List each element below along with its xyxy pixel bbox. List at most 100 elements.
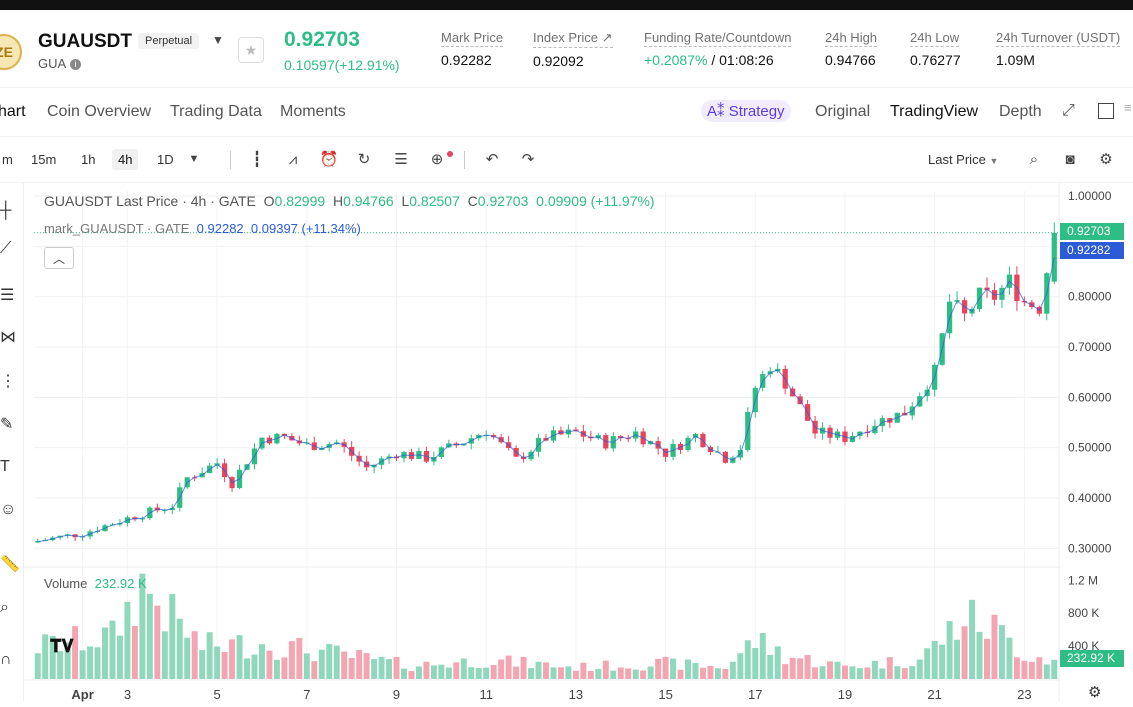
tradingview-logo-icon: 𝐓𝐕 [50, 636, 74, 656]
price-axis-label: 0.30000 [1068, 541, 1112, 555]
volume-bar [714, 668, 721, 679]
mark-price-line [37, 257, 1055, 543]
volume-bar [184, 637, 191, 679]
magnet-icon[interactable]: ∩ [0, 651, 12, 668]
settings-gear-icon[interactable]: ⚙ [1099, 151, 1113, 168]
volume-bar [273, 659, 280, 679]
volume-bar [528, 668, 535, 679]
volume-bar [841, 665, 848, 679]
stat-label[interactable]: Mark Price [441, 30, 504, 47]
volume-bar [333, 645, 340, 679]
volume-tag: 232.92 K [1060, 650, 1124, 667]
text-tool-icon[interactable]: T [0, 458, 10, 475]
pattern-icon[interactable]: ⋈ [0, 329, 16, 346]
volume-bar [378, 656, 385, 679]
brush-icon[interactable]: ✎ [0, 416, 14, 433]
ruler-icon[interactable]: 📏 [0, 556, 20, 573]
volume-bar [64, 642, 71, 679]
volume-bar [176, 618, 183, 679]
add-plus-icon[interactable]: ⊕ [430, 151, 444, 168]
volume-bar [797, 658, 804, 679]
price-axis-label: 0.50000 [1068, 441, 1112, 455]
volume-bar [856, 668, 863, 679]
chart-toolbar: m 15m 1h 4h 1D ▼ ┇ ⩘ ⏰ ↻ ☰ ⊕ ↶ ↷ Last Pr… [0, 145, 1133, 175]
ohlc-legend: GUAUSDT Last Price · 4h · GATE O0.82999 … [44, 193, 655, 209]
price-chart[interactable]: 1.000000.900000.800000.700000.600000.500… [0, 183, 1133, 702]
zoom-icon[interactable]: ⌕ [0, 599, 9, 616]
stat-value: 0.92282 [441, 52, 492, 68]
templates-icon[interactable]: ☰ [394, 151, 408, 168]
price-type-select[interactable]: Last Price ▼ [928, 152, 999, 167]
time-axis-label: 21 [927, 687, 941, 702]
scroll-indicator-icon[interactable]: ≡ [1124, 100, 1132, 115]
tab-trading-data[interactable]: Trading Data [170, 103, 262, 120]
strategy-button[interactable]: A⁑ Strategy [701, 100, 791, 122]
tab-chart[interactable]: hart [0, 103, 26, 120]
timeframe-m[interactable]: m [2, 152, 13, 167]
timeframe-1d[interactable]: 1D [157, 152, 174, 167]
price-axis-label: 0.40000 [1068, 491, 1112, 505]
tab-coin-overview[interactable]: Coin Overview [47, 103, 152, 120]
volume-bar [946, 621, 953, 679]
time-axis-label: Apr [71, 687, 93, 702]
volume-bar [490, 664, 497, 679]
chart-settings-icon[interactable]: ⚙ [1088, 684, 1102, 701]
volume-bar [191, 631, 198, 679]
volume-bar [879, 668, 886, 679]
volume-bar [969, 599, 976, 679]
price-axis-label: 0.80000 [1068, 290, 1112, 304]
symbol-name[interactable]: GUAUSDT [38, 31, 132, 52]
alert-icon[interactable]: ⏰ [319, 151, 339, 168]
volume-bar [42, 634, 49, 679]
info-icon[interactable]: i [70, 59, 82, 70]
stat-label[interactable]: Index Price ↗ [533, 30, 613, 48]
symbol-dropdown-caret-icon[interactable]: ▼ [212, 33, 224, 47]
timeframe-dropdown-icon[interactable]: ▼ [188, 153, 200, 165]
undo-icon[interactable]: ↶ [485, 151, 499, 168]
stat-value: 0.94766 [825, 52, 876, 68]
timeframe-15m[interactable]: 15m [31, 152, 57, 167]
tab-depth[interactable]: Depth [999, 103, 1042, 120]
divider [0, 136, 1133, 137]
volume-bar [729, 661, 736, 679]
volume-bar [1013, 657, 1020, 679]
window-icon[interactable] [1098, 103, 1114, 119]
volume-bar [72, 626, 79, 679]
redo-icon[interactable]: ↷ [521, 151, 535, 168]
stat-label[interactable]: Funding Rate/Countdown [644, 30, 792, 47]
volume-bar [146, 593, 153, 679]
fib-icon[interactable]: ⋮ [0, 373, 16, 390]
trendline-icon[interactable]: ⟋ [0, 240, 12, 257]
time-axis-label: 13 [569, 687, 583, 702]
replay-icon[interactable]: ↻ [357, 151, 371, 168]
stat-value: 0.76277 [910, 52, 961, 68]
favorite-star-icon[interactable]: ★ [238, 37, 264, 63]
chart-area[interactable]: 1.000000.900000.800000.700000.600000.500… [0, 183, 1133, 702]
tab-moments[interactable]: Moments [280, 103, 346, 120]
indicators-icon[interactable]: ⩘ [288, 150, 298, 168]
funding-countdown: / 01:08:26 [707, 52, 774, 68]
horizontal-lines-icon[interactable]: ☰ [0, 287, 15, 304]
volume-bar [692, 662, 699, 679]
timeframe-1h[interactable]: 1h [81, 152, 96, 167]
search-icon[interactable]: ⌕ [1029, 150, 1039, 168]
volume-bar [707, 665, 714, 679]
timeframe-4h[interactable]: 4h [112, 149, 139, 170]
volume-bar [647, 666, 654, 679]
tab-tradingview[interactable]: TradingView [890, 103, 979, 120]
volume-bar [131, 625, 138, 679]
volume-bar [864, 667, 871, 679]
volume-bar [214, 646, 221, 679]
volume-bar [759, 633, 766, 679]
chevron-up-icon: ︿ [52, 251, 65, 266]
legend-open: 0.82999 [274, 193, 326, 209]
candle-type-icon[interactable]: ┇ [252, 151, 262, 168]
emoji-icon[interactable]: ☺ [0, 501, 17, 518]
volume-bar [57, 651, 64, 679]
crosshair-icon[interactable]: ┼ [0, 202, 12, 219]
collapse-legend-button[interactable]: ︿ [44, 247, 74, 269]
mark-legend: mark_GUAUSDT · GATE 0.92282 0.09397 (+11… [44, 221, 361, 236]
camera-icon[interactable]: ◙ [1065, 150, 1075, 168]
tab-original[interactable]: Original [815, 103, 871, 120]
expand-icon[interactable]: ⤢ [1062, 102, 1075, 119]
